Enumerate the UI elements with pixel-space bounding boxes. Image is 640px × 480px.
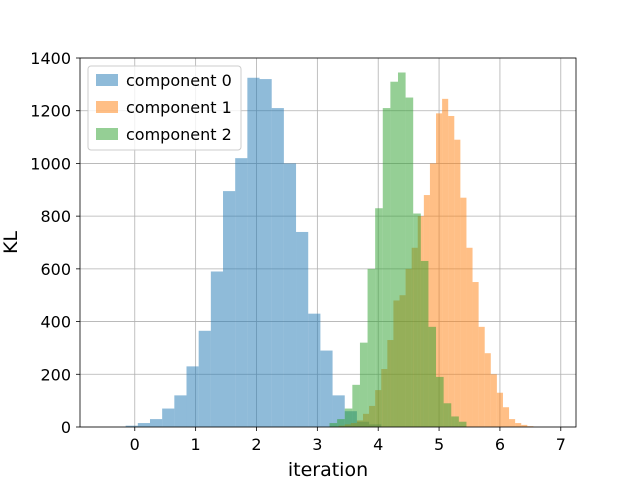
histogram-bar-series-1 (521, 424, 528, 427)
histogram-bar-series-0 (186, 366, 199, 427)
histogram-bar-series-0 (162, 408, 175, 427)
histogram-bar-series-2 (458, 421, 467, 427)
histogram-bar-series-2 (329, 423, 338, 427)
histogram-bar-series-1 (515, 423, 522, 427)
histogram-bar-series-0 (247, 77, 260, 428)
x-tick-label: 3 (312, 435, 322, 454)
y-tick-label: 200 (40, 365, 71, 384)
histogram-bar-series-2 (375, 208, 383, 427)
y-axis-ticks: 0 200 400 600 800 1000 1200 1400 (30, 49, 80, 437)
histogram-bar-series-0 (198, 330, 211, 427)
histogram-bar-series-1 (466, 247, 473, 427)
histogram-bar-series-0 (223, 191, 236, 427)
histogram-bar-series-1 (442, 98, 449, 427)
plot-frame (79, 57, 577, 428)
y-tick-label: 800 (40, 207, 71, 226)
histogram-bar-series-2 (367, 268, 376, 427)
histogram-bar-series-1 (496, 392, 503, 427)
histogram-bar-series-1 (490, 374, 497, 427)
x-tick-label: 1 (191, 435, 201, 454)
histogram-bar-series-0 (210, 271, 224, 427)
histogram-bar-series-1 (472, 282, 479, 427)
histogram-bar-series-2 (382, 108, 391, 427)
y-tick-label: 600 (40, 260, 71, 279)
histogram-bar-series-1 (478, 326, 485, 427)
legend-label: component 0 (126, 71, 232, 90)
histogram-bar-series-2 (451, 416, 459, 427)
histogram-bar-series-2 (352, 384, 360, 427)
histogram-bar-series-1 (436, 113, 443, 427)
y-tick-label: 1400 (30, 49, 71, 68)
x-tick-label: 0 (130, 435, 140, 454)
histogram-bar-series-0 (137, 423, 150, 427)
legend-box (87, 65, 242, 151)
histogram-bar-series-0 (296, 231, 309, 427)
histogram-bar-series-0 (271, 108, 284, 427)
histogram-bar-series-0 (149, 419, 163, 427)
axes-frame (79, 57, 577, 428)
histogram-bar-series-0 (320, 350, 333, 427)
histogram-bar-series-2 (420, 260, 429, 427)
x-axis-label: iteration (288, 459, 368, 480)
histogram-bar-series-2 (337, 419, 345, 427)
histogram-bar-series-1 (454, 139, 461, 427)
legend-swatch (96, 101, 118, 113)
x-tick-label: 7 (556, 435, 566, 454)
histogram-bar-series-1 (460, 197, 467, 427)
histogram-bar-series-2 (344, 408, 353, 427)
legend-label: component 1 (126, 98, 232, 117)
histogram-bars (125, 72, 534, 428)
y-tick-label: 0 (61, 418, 71, 437)
histogram-bar-series-1 (509, 419, 516, 427)
histogram-bar-series-0 (174, 395, 187, 427)
x-tick-label: 2 (251, 435, 261, 454)
y-tick-label: 400 (40, 313, 71, 332)
histogram-bar-series-1 (448, 115, 455, 427)
histogram-bar-series-1 (429, 163, 437, 427)
y-tick-label: 1200 (30, 102, 71, 121)
histogram-bar-series-2 (413, 213, 421, 427)
histogram-bar-series-2 (397, 72, 406, 427)
legend: component 0 component 1 component 2 (87, 65, 242, 151)
histogram-bar-series-0 (283, 163, 297, 427)
legend-swatch (96, 74, 118, 86)
y-axis-label: KL (0, 231, 22, 254)
histogram-bar-series-2 (436, 376, 444, 427)
histogram-bar-series-0 (259, 79, 272, 427)
histogram-bar-series-2 (428, 326, 437, 427)
legend-swatch (96, 128, 118, 140)
x-tick-label: 4 (373, 435, 383, 454)
histogram-bar-series-1 (484, 353, 491, 427)
histogram-bar-series-2 (359, 342, 368, 427)
x-axis-ticks: 0 1 2 3 4 5 6 7 (130, 427, 566, 454)
legend-label: component 2 (126, 125, 232, 144)
histogram-bar-series-0 (308, 313, 321, 427)
histogram-bar-series-2 (443, 403, 452, 427)
histogram-bar-series-1 (502, 407, 510, 427)
x-tick-label: 6 (495, 435, 505, 454)
x-tick-label: 5 (434, 435, 444, 454)
histogram-bar-series-2 (405, 97, 414, 428)
y-tick-label: 1000 (30, 154, 71, 173)
histogram-bar-series-0 (125, 425, 138, 427)
histogram-bar-series-2 (390, 81, 398, 427)
histogram-bar-series-0 (235, 158, 248, 427)
